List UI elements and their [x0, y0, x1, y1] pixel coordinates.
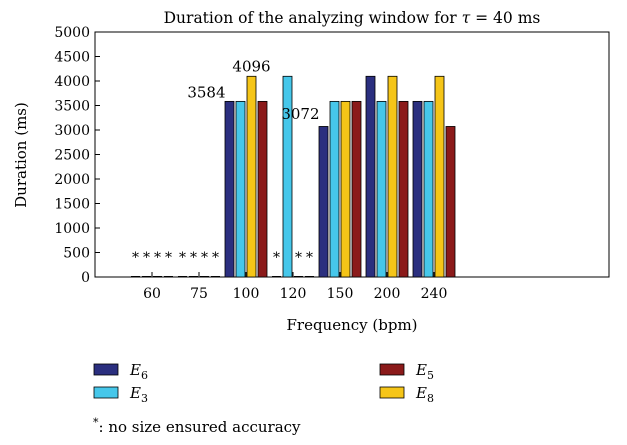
footnote-star: *: [93, 416, 99, 429]
x-tick-label: 150: [327, 286, 354, 302]
legend-swatch: [379, 386, 405, 399]
bar: [224, 100, 235, 278]
bar: [318, 126, 329, 278]
x-tick-label: 75: [190, 286, 208, 302]
y-tick-label: 4500: [54, 50, 90, 66]
bar-annotations: 3584 4096 3072: [187, 57, 319, 123]
y-tick-label: 4000: [54, 74, 90, 90]
bar: [282, 75, 293, 278]
legend-swatch: [379, 363, 405, 376]
star-markers: * * * * * * * * * * *: [132, 250, 313, 266]
y-tick-label: 0: [81, 270, 90, 286]
bar: [235, 100, 246, 278]
bar: [340, 100, 351, 278]
y-tick-label: 1500: [54, 197, 90, 213]
star-marker: *: [273, 250, 280, 266]
y-tick-label: 500: [63, 246, 90, 262]
bar: [351, 100, 362, 278]
y-axis-label: Duration (ms): [12, 102, 30, 208]
legend-label: E8: [415, 384, 434, 405]
bar: [412, 100, 423, 278]
bar: [423, 100, 434, 278]
y-tick-label: 2500: [54, 148, 90, 164]
y-tick-label: 3500: [54, 99, 90, 115]
y-tick-label: 1000: [54, 221, 90, 237]
y-axis-ticks: 0 500 1000 1500 2000 2500 3000 3500 4000 4500 5000: [54, 25, 100, 286]
star-marker: *: [143, 250, 150, 266]
star-marker: *: [212, 250, 219, 266]
star-marker: *: [295, 250, 302, 266]
bar: [398, 100, 409, 278]
bar: [329, 100, 340, 278]
chart-title: Duration of the analyzing window for τ =…: [164, 9, 541, 27]
star-marker: *: [201, 250, 208, 266]
footnote-text: : no size ensured accuracy: [99, 418, 302, 436]
bar: [257, 100, 268, 278]
bar: [246, 75, 257, 278]
y-tick-label: 2000: [54, 172, 90, 188]
bar: [387, 75, 398, 278]
x-tick-label: 200: [374, 286, 401, 302]
legend-swatch: [93, 363, 119, 376]
legend-label: E5: [415, 361, 434, 382]
bar: [434, 75, 445, 278]
star-marker: *: [179, 250, 186, 266]
x-axis-ticks: 60 75 100 120 150 200 240: [143, 272, 447, 302]
legend-swatch: [93, 386, 119, 399]
bar-value-label: 4096: [232, 57, 270, 75]
y-tick-label: 5000: [54, 25, 90, 41]
x-tick-label: 120: [280, 286, 307, 302]
bar: [445, 126, 456, 278]
legend-label: E3: [129, 384, 148, 405]
bar-value-label: 3072: [281, 105, 319, 123]
x-axis-label: Frequency (bpm): [286, 316, 417, 334]
bar: [365, 75, 376, 278]
x-tick-label: 240: [421, 286, 448, 302]
footnote: *: no size ensured accuracy: [93, 416, 301, 436]
bar-series: [131, 75, 456, 278]
star-marker: *: [132, 250, 139, 266]
star-marker: *: [154, 250, 161, 266]
y-tick-label: 3000: [54, 123, 90, 139]
x-tick-label: 100: [233, 286, 260, 302]
legend-label: E6: [129, 361, 148, 382]
star-marker: *: [306, 250, 313, 266]
bar-value-label: 3584: [187, 83, 225, 101]
star-marker: *: [190, 250, 197, 266]
star-marker: *: [165, 250, 172, 266]
bar: [376, 100, 387, 278]
x-tick-label: 60: [143, 286, 161, 302]
